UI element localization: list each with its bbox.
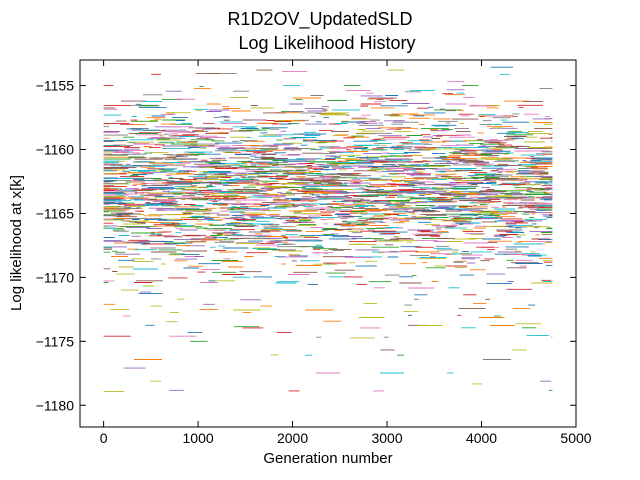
series-line	[103, 133, 553, 300]
y-tick-label: −1170	[36, 269, 74, 285]
series-line	[103, 115, 553, 275]
series-line	[103, 100, 553, 342]
series-line	[103, 88, 553, 307]
x-axis: 0 1000 2000 3000 4000 5000	[100, 60, 592, 446]
y-axis-label: Log likelihood at x[k]	[8, 175, 25, 311]
chart-title: R1D2OV_UpdatedSLD	[227, 9, 412, 30]
y-tick-label: −1175	[36, 333, 74, 349]
chart-subtitle: Log Likelihood History	[238, 33, 415, 53]
x-axis-label: Generation number	[263, 450, 392, 467]
plot-frame	[79, 59, 577, 428]
series-line	[103, 89, 553, 374]
series-line	[103, 112, 553, 307]
x-tick-label: 2000	[277, 430, 308, 446]
series-line	[103, 88, 553, 306]
series-line	[103, 112, 553, 262]
series-line	[103, 130, 551, 282]
series-line	[103, 106, 553, 305]
series-line	[103, 122, 553, 227]
x-tick-label: 3000	[371, 430, 402, 446]
y-tick-label: −1180	[36, 397, 74, 413]
series-line	[133, 90, 552, 382]
series-line	[103, 108, 553, 260]
series-line	[103, 123, 553, 316]
series-line	[103, 81, 553, 338]
y-tick-label: −1155	[36, 78, 74, 94]
series-line	[103, 105, 553, 391]
y-tick-label: −1160	[36, 142, 74, 158]
series-line	[103, 123, 553, 356]
x-tick-label: 0	[100, 430, 108, 446]
x-tick-label: 5000	[560, 430, 591, 446]
series-line	[103, 115, 553, 374]
series-line	[103, 73, 553, 233]
y-tick-label: −1165	[36, 205, 74, 221]
series-line	[124, 100, 553, 282]
series-line	[103, 89, 553, 374]
series-line	[103, 111, 553, 251]
y-axis: −1155 −1160 −1165 −1170 −1175 −1180	[36, 78, 576, 413]
series-line	[103, 124, 553, 262]
series-line	[103, 113, 553, 326]
series-line	[103, 69, 549, 351]
series-layer	[103, 66, 553, 393]
series-line	[103, 105, 549, 329]
x-tick-label: 4000	[466, 430, 497, 446]
x-tick-label: 1000	[183, 430, 214, 446]
